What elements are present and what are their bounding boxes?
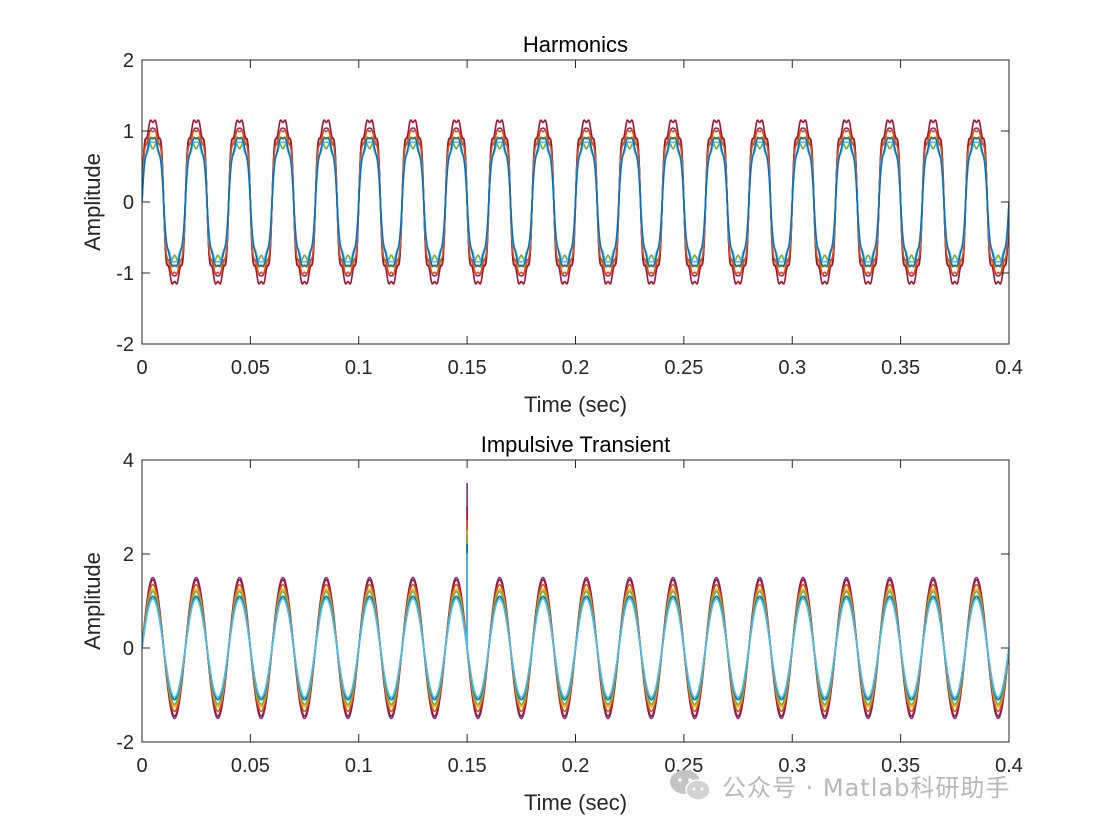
wechat-icon [670,770,711,801]
y-tick-label: 0 [123,192,134,214]
x-tick-label: 0.35 [881,755,920,777]
x-tick-label: 0.25 [664,357,703,379]
x-tick-label: 0.4 [995,357,1023,379]
chart-1: 0 0.05 0.1 0.15 0.2 0.25 0.3 0.35 0.4 -2 -1 0 1 2 Harm… [80,32,1023,417]
series-s7 [142,137,1009,267]
x-tick-label: 0.15 [448,755,487,777]
x-tick-label: 0.15 [448,357,487,379]
x-axis-label: Time (sec) [524,790,627,815]
watermark: 公众号 · Matlab科研助手 [668,765,1010,805]
x-tick-label: 0.1 [345,357,373,379]
y-tick-label: 1 [123,121,134,143]
chart-title: Harmonics [523,32,628,57]
x-axis-label: Time (sec) [524,392,627,417]
x-tick-label: 0.25 [664,755,703,777]
x-tick-label: 0.05 [231,755,270,777]
x-tick-label: 0.2 [562,357,590,379]
x-tick-label: 0.4 [995,755,1023,777]
x-tick-label: 0 [136,755,147,777]
y-tick-label: 4 [123,450,134,472]
x-tick-label: 0 [136,357,147,379]
series-group [142,482,1009,720]
y-tick-label: 0 [123,638,134,660]
y-tick-label: -1 [116,263,134,285]
y-tick-label: -2 [116,732,134,754]
y-tick-label: -2 [116,334,134,356]
chart-2: 0 0.05 0.1 0.15 0.2 0.25 0.3 0.35 0.4-2024Impuls… [80,432,1023,815]
y-axis-label: Amplitude [80,552,105,650]
watermark-text: 公众号 · Matlab科研助手 [722,773,1011,802]
series-s7 [142,553,1009,699]
x-tick-label: 0.05 [231,357,270,379]
y-tick-label: 2 [123,50,134,72]
series-group [142,119,1009,285]
y-axis-label: Amplitude [80,153,105,251]
x-tick-label: 0.35 [881,357,920,379]
plot-area [142,460,1009,742]
chart-title: Impulsive Transient [481,432,671,457]
x-tick-label: 0.3 [778,755,806,777]
x-tick-label: 0.3 [778,357,806,379]
y-tick-label: 2 [123,544,134,566]
x-tick-label: 0.2 [562,755,590,777]
x-tick-label: 0.1 [345,755,373,777]
